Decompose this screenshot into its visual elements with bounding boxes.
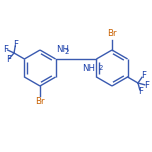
Text: Br: Br — [107, 29, 117, 38]
Text: F: F — [13, 40, 18, 49]
Text: F: F — [144, 81, 149, 90]
Text: 2: 2 — [98, 65, 103, 71]
Text: F: F — [6, 55, 11, 64]
Text: F: F — [3, 45, 8, 54]
Text: Br: Br — [35, 97, 45, 107]
Text: NH: NH — [82, 64, 95, 73]
Text: F: F — [138, 87, 143, 96]
Text: 2: 2 — [64, 49, 68, 55]
Text: F: F — [141, 71, 146, 80]
Text: NH: NH — [57, 45, 70, 54]
